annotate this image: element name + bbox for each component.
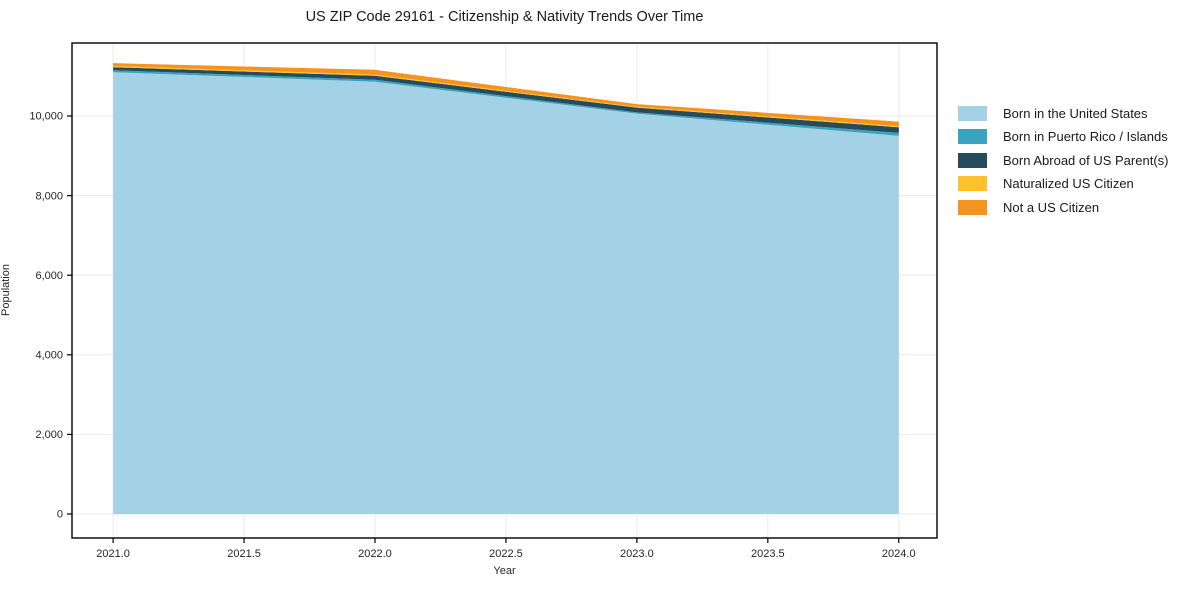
legend-entry-1: Born in Puerto Rico / Islands: [958, 129, 1168, 145]
legend-label: Born Abroad of US Parent(s): [1003, 152, 1169, 168]
y-tick-label: 6,000: [35, 270, 63, 282]
y-axis-label: Population: [0, 264, 12, 316]
x-tick-label: 2021.0: [96, 548, 130, 560]
legend-label: Born in Puerto Rico / Islands: [1003, 129, 1168, 145]
legend-swatch-icon: [958, 176, 987, 192]
x-tick-label: 2024.0: [882, 548, 916, 560]
x-tick-label: 2023.0: [620, 548, 654, 560]
plot-frame: [71, 42, 938, 539]
area-series-0: [113, 72, 899, 514]
x-axis-label: Year: [493, 565, 516, 577]
legend-swatch-icon: [958, 106, 987, 121]
x-tick-label: 2023.5: [751, 548, 785, 560]
legend-entry-2: Born Abroad of US Parent(s): [958, 152, 1169, 168]
legend-swatch-icon: [958, 129, 987, 145]
y-tick-label: 8,000: [35, 190, 63, 202]
area-series-4: [113, 63, 899, 127]
legend-label: Naturalized US Citizen: [1003, 176, 1134, 192]
y-tick-label: 2,000: [35, 429, 63, 441]
legend-entry-4: Not a US Citizen: [958, 199, 1168, 215]
legend-entry-3: Naturalized US Citizen: [958, 176, 1168, 192]
area-series-3: [113, 66, 899, 128]
legend-entry-0: Born in the United States: [958, 106, 1168, 121]
x-tick-label: 2021.5: [227, 548, 261, 560]
legend-label: Not a US Citizen: [1003, 199, 1100, 215]
legend-label: Born in the United States: [1003, 106, 1148, 121]
area-series-2: [113, 67, 899, 133]
x-tick-label: 2022.5: [489, 548, 523, 560]
y-tick-label: 10,000: [29, 111, 63, 123]
legend-swatch-icon: [958, 152, 987, 168]
x-tick-label: 2022.0: [358, 548, 392, 560]
chart-title: US ZIP Code 29161 - Citizenship & Nativi…: [305, 9, 704, 25]
y-tick-label: 0: [57, 509, 63, 521]
legend-swatch-icon: [958, 199, 987, 215]
legend: Born in the United States Born in Puerto …: [958, 106, 1168, 223]
y-tick-label: 4,000: [35, 350, 63, 362]
